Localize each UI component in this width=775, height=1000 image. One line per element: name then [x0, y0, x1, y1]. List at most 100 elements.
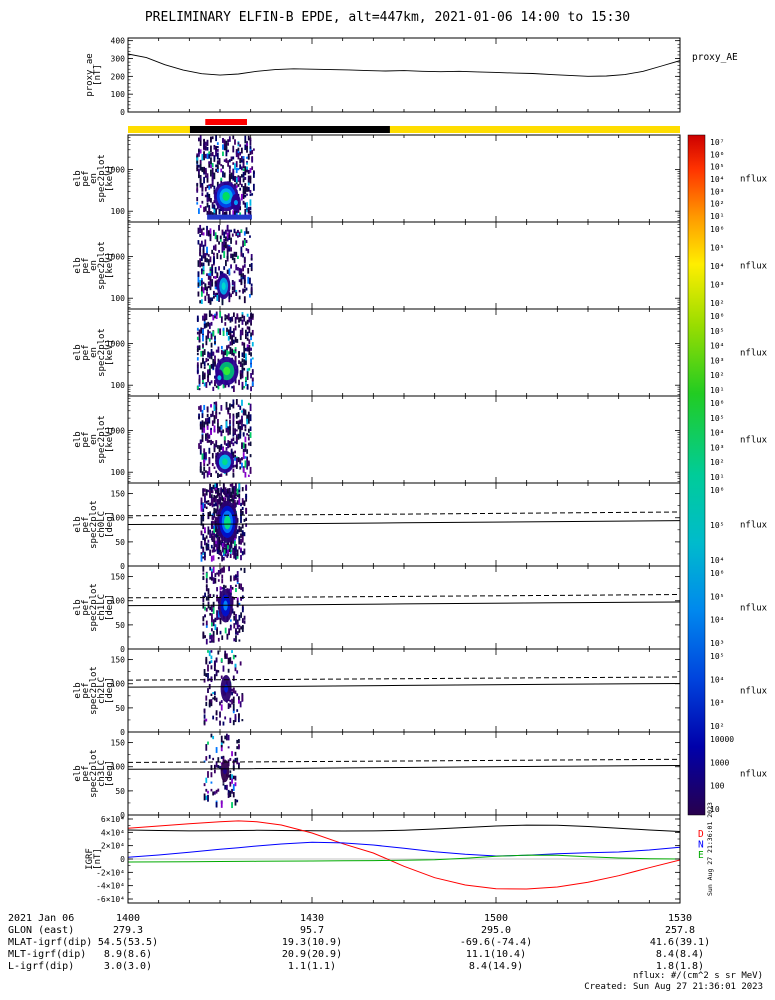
- y-tick-label: 50: [115, 787, 125, 796]
- pitch-line-dashed: [128, 511, 680, 517]
- panel-content-en-spec-b: [197, 224, 253, 306]
- colorbar-tick-label: 10⁵: [710, 244, 724, 253]
- y-tick-label: 100: [111, 294, 126, 303]
- y-tick-label: 1000: [106, 427, 125, 436]
- colorbar-tick-label: 10⁴: [710, 616, 724, 625]
- legend-E: E: [698, 850, 704, 861]
- bottom-row-value: 1.8(1.8): [656, 961, 704, 972]
- status-bar-segment: [189, 126, 390, 133]
- panel-ylabel-pa-spec-ch3lc: pef: [81, 765, 91, 781]
- panel-ylabel-igrf: IGRF: [85, 848, 95, 870]
- colorbar-tick-label: 10⁵: [710, 414, 724, 423]
- colorbar-tick-label: 10⁴: [710, 175, 724, 184]
- y-tick-label: 6×10⁴: [101, 815, 125, 824]
- panel-content-pa-spec-ch0lc: [128, 483, 680, 562]
- colorbar-tick-label: 10⁴: [710, 675, 724, 684]
- colorbar-tick-label: 10³: [710, 639, 724, 648]
- panel-ylabel-en-spec-c: elb: [73, 344, 83, 360]
- colorbar-unit-label: nflux: [740, 436, 768, 446]
- footer-created-timestamp: Created: Sun Aug 27 21:36:01 2023: [584, 982, 763, 992]
- panel-ylabel-en-spec-d: pef: [81, 431, 91, 447]
- panel-ylabel-pa-spec-ch1lc: spec2plot: [89, 583, 99, 632]
- y-tick-label: 150: [111, 656, 126, 665]
- colorbar-tick-label: 10: [710, 805, 720, 814]
- bottom-row-label: L-igrf(dip): [8, 961, 74, 972]
- y-tick-label: 100: [111, 381, 126, 390]
- panel-ylabel-en-spec-c: spec2plot: [97, 328, 107, 377]
- panel-content-en-spec-c: [196, 310, 254, 392]
- y-tick-label: 150: [111, 490, 126, 499]
- colorbar-tick-label: 10⁶: [710, 486, 724, 495]
- side-timestamp: Sun Aug 27 21:36:01 2023: [706, 802, 714, 896]
- footer-units-note: nflux: #/(cm^2 s sr MeV): [632, 971, 763, 981]
- pitch-line-solid: [128, 683, 680, 688]
- bottom-row-value: 8.9(8.6): [104, 949, 152, 960]
- colorbar-tick-label: 10²: [710, 458, 724, 467]
- colorbar-tick-label: 10⁶: [710, 312, 724, 321]
- pitch-line-dashed: [128, 676, 680, 681]
- colorbar-unit-label: nflux: [740, 604, 768, 614]
- panel-ylabel-en-spec-c: pef: [81, 344, 91, 360]
- bottom-row-value: 54.5(53.5): [98, 937, 158, 948]
- y-tick-label: 0: [120, 855, 125, 864]
- panel-right-label: proxy_AE: [692, 52, 738, 63]
- panel-ylabel-en-spec-b: en: [89, 260, 99, 271]
- bottom-row-value: 257.8: [665, 925, 695, 936]
- panel-ylabel-en-spec-b: pef: [81, 257, 91, 273]
- series-Bt: [128, 824, 680, 832]
- bottom-row-value: 41.6(39.1): [650, 937, 710, 948]
- panel-ylabel-pa-spec-ch2lc: spec2plot: [89, 666, 99, 715]
- colorbar-unit-label: nflux: [740, 521, 768, 531]
- bottom-row-label: MLAT-igrf(dip): [8, 937, 92, 948]
- panel-ylabel-pa-spec-ch0lc: pef: [81, 516, 91, 532]
- y-tick-label: 2×10⁴: [101, 842, 125, 851]
- colorbar-tick-label: 10²: [710, 722, 724, 731]
- panel-ylabel-pa-spec-ch1lc: [deg]: [105, 594, 115, 621]
- y-tick-label: 100: [111, 597, 126, 606]
- colorbar-tick-label: 10⁶: [710, 150, 724, 159]
- panel-ylabel-en-spec-a: en: [89, 173, 99, 184]
- panel-ylabel-pa-spec-ch0lc: [deg]: [105, 511, 115, 538]
- y-tick-label: 0: [120, 645, 125, 654]
- status-bar-segment: [128, 126, 680, 133]
- panel-ylabel-pa-spec-ch3lc: ch3LC: [97, 760, 107, 787]
- panel-ylabel-pa-spec-ch1lc: pef: [81, 599, 91, 615]
- colorbar-tick-label: 10²: [710, 371, 724, 380]
- y-tick-label: 4×10⁴: [101, 828, 125, 837]
- y-tick-label: 150: [111, 739, 126, 748]
- colorbar: [687, 134, 706, 816]
- colorbar-tick-label: 10¹: [710, 386, 724, 395]
- colorbar-tick-label: 10⁴: [710, 429, 724, 438]
- status-bar-segment: [205, 119, 247, 125]
- bottom-row-label: GLON (east): [8, 925, 74, 936]
- bottom-row-value: 8.4(8.4): [656, 949, 704, 960]
- panel-ylabel-en-spec-b: spec2plot: [97, 241, 107, 290]
- colorbar-tick-label: 10²: [710, 200, 724, 209]
- y-tick-label: -2×10⁴: [96, 868, 125, 877]
- panel-ylabel-en-spec-d: en: [89, 434, 99, 445]
- colorbar-tick-label: 10⁶: [710, 569, 724, 578]
- bottom-row-label: 2021 Jan 06: [8, 913, 74, 924]
- colorbar-tick-label: 10⁵: [710, 327, 724, 336]
- colorbar-tick-label: 1000: [710, 758, 729, 767]
- y-tick-label: 100: [111, 680, 126, 689]
- series-N: [128, 841, 680, 858]
- bottom-row-value: 1500: [484, 913, 508, 924]
- panel-content-pa-spec-ch3lc: [128, 733, 680, 809]
- pitch-line-solid: [128, 520, 680, 525]
- figure-title: PRELIMINARY ELFIN-B EPDE, alt=447km, 202…: [144, 10, 631, 25]
- y-tick-label: 1000: [106, 166, 125, 175]
- colorbar-tick-label: 10⁶: [710, 225, 724, 234]
- bottom-row-value: 295.0: [481, 925, 511, 936]
- bottom-row-value: 1400: [116, 913, 140, 924]
- series-E: [128, 854, 680, 863]
- y-tick-label: 1000: [106, 253, 125, 262]
- colorbar-tick-label: 10⁴: [710, 556, 724, 565]
- panel-ylabel-pa-spec-ch3lc: spec2plot: [89, 749, 99, 798]
- y-tick-label: 50: [115, 704, 125, 713]
- series-D: [128, 820, 680, 890]
- bottom-row-value: 8.4(14.9): [469, 961, 523, 972]
- panel-content-proxy-ae: [128, 53, 680, 77]
- panel-ylabel-pa-spec-ch2lc: pef: [81, 682, 91, 698]
